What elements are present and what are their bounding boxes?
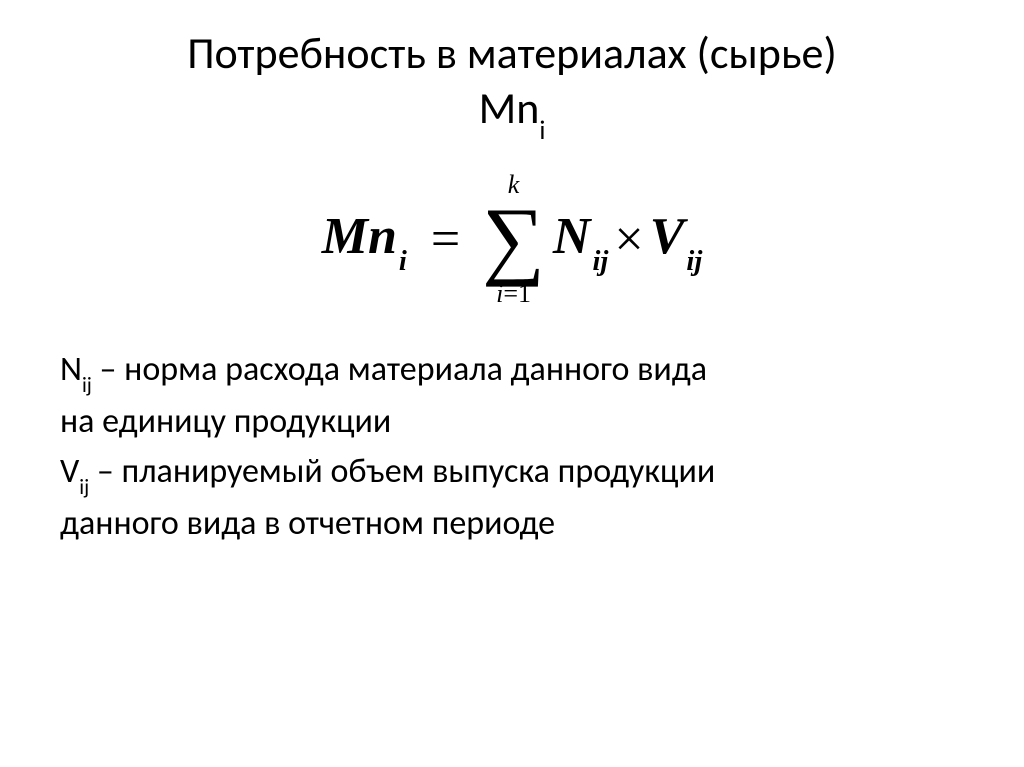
term-V-base: V bbox=[650, 208, 685, 265]
definition-V: Vij – планируемый объем выпуска продукци… bbox=[60, 449, 964, 497]
def-N-sym-base: N bbox=[60, 349, 82, 390]
definitions: Nij – норма расхода материала данного ви… bbox=[60, 347, 964, 547]
def-V-sym-sub: ij bbox=[79, 474, 89, 500]
slide: Потребность в материалах (сырье) Mni Mni… bbox=[0, 0, 1024, 767]
sigma-lower: i=1 bbox=[496, 281, 531, 307]
definition-N-line2: на единицу продукции bbox=[60, 399, 964, 445]
sigma-symbol: ∑ bbox=[482, 200, 545, 279]
def-V-text-a: – планируемый объем выпуска продукции bbox=[89, 451, 715, 492]
times-sign: × bbox=[614, 210, 643, 269]
formula-block: Mni = k ∑ i=1 Nij × Vij bbox=[60, 172, 964, 307]
definition-N: Nij – норма расхода материала данного ви… bbox=[60, 347, 964, 395]
def-V-sym-base: V bbox=[60, 451, 79, 492]
title-line2-base: Mn bbox=[479, 81, 540, 135]
term-V: Vij bbox=[650, 207, 703, 272]
term-N-sub: ij bbox=[592, 246, 608, 277]
definition-V-line2: данного вида в отчетном периоде bbox=[60, 501, 964, 547]
title-line1: Потребность в материалах (сырье) bbox=[187, 26, 837, 80]
term-V-sub: ij bbox=[686, 246, 702, 277]
formula-lhs: Mni bbox=[322, 207, 407, 272]
slide-title: Потребность в материалах (сырье) Mni bbox=[60, 26, 964, 142]
lhs-base: Mn bbox=[322, 208, 397, 265]
term-N: Nij bbox=[553, 207, 608, 272]
sigma-lower-eq: = bbox=[503, 279, 518, 308]
term-N-base: N bbox=[553, 208, 591, 265]
sigma: k ∑ i=1 bbox=[482, 172, 545, 307]
def-N-sym-sub: ij bbox=[82, 372, 92, 398]
equals-sign: = bbox=[431, 210, 460, 269]
lhs-sub: i bbox=[399, 246, 407, 277]
formula: Mni = k ∑ i=1 Nij × Vij bbox=[322, 172, 703, 307]
def-N-text-a: – норма расхода материала данного вида bbox=[92, 349, 707, 390]
sigma-lower-num: 1 bbox=[518, 279, 531, 308]
title-line2-sub: i bbox=[539, 115, 545, 147]
